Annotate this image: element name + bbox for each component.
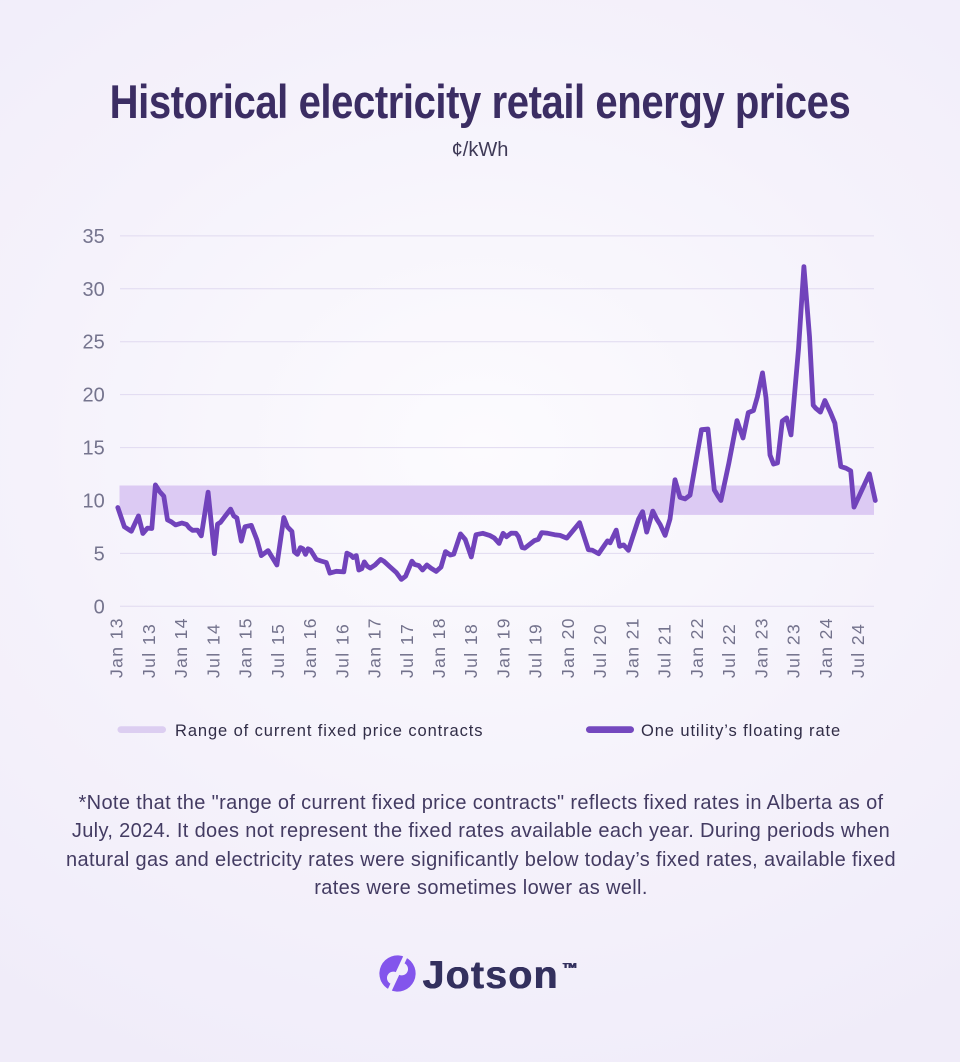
svg-text:Jul 18: Jul 18 bbox=[461, 623, 481, 678]
svg-text:Jul 22: Jul 22 bbox=[719, 623, 739, 678]
svg-text:10: 10 bbox=[83, 491, 105, 513]
svg-text:Jul 19: Jul 19 bbox=[526, 623, 546, 678]
svg-text:Jan 19: Jan 19 bbox=[494, 617, 514, 678]
svg-text:Range of current fixed price c: Range of current fixed price contracts bbox=[175, 722, 483, 740]
svg-text:Jul 20: Jul 20 bbox=[590, 623, 610, 678]
svg-text:Jan 13: Jan 13 bbox=[107, 617, 127, 678]
svg-text:Jan 21: Jan 21 bbox=[622, 617, 642, 678]
svg-text:35: 35 bbox=[83, 226, 105, 248]
svg-text:Jan 22: Jan 22 bbox=[687, 617, 707, 678]
svg-text:Jul 23: Jul 23 bbox=[784, 623, 804, 678]
svg-text:Jul 14: Jul 14 bbox=[203, 623, 223, 678]
svg-text:Jan 14: Jan 14 bbox=[171, 617, 191, 678]
svg-text:20: 20 bbox=[83, 385, 105, 407]
svg-text:Jan 24: Jan 24 bbox=[816, 617, 836, 678]
svg-text:Jan 16: Jan 16 bbox=[300, 617, 320, 678]
svg-text:Jul 21: Jul 21 bbox=[655, 623, 675, 678]
svg-text:Jan 18: Jan 18 bbox=[429, 617, 449, 678]
svg-text:Jul 17: Jul 17 bbox=[397, 623, 417, 678]
svg-text:0: 0 bbox=[94, 596, 105, 618]
svg-text:Jan 17: Jan 17 bbox=[365, 617, 385, 678]
svg-text:Jan 15: Jan 15 bbox=[236, 617, 256, 678]
svg-text:Jul 16: Jul 16 bbox=[332, 623, 352, 678]
svg-text:Jul 15: Jul 15 bbox=[268, 623, 288, 678]
svg-text:5: 5 bbox=[94, 543, 105, 565]
svg-text:Jan 20: Jan 20 bbox=[558, 617, 578, 678]
svg-text:25: 25 bbox=[83, 332, 105, 354]
svg-text:One utility’s floating rate: One utility’s floating rate bbox=[641, 722, 841, 740]
svg-text:30: 30 bbox=[83, 279, 105, 301]
svg-text:15: 15 bbox=[83, 438, 105, 460]
svg-text:Jul 24: Jul 24 bbox=[848, 623, 868, 678]
svg-text:Jan 23: Jan 23 bbox=[751, 617, 771, 678]
svg-text:Jul 13: Jul 13 bbox=[139, 623, 159, 678]
